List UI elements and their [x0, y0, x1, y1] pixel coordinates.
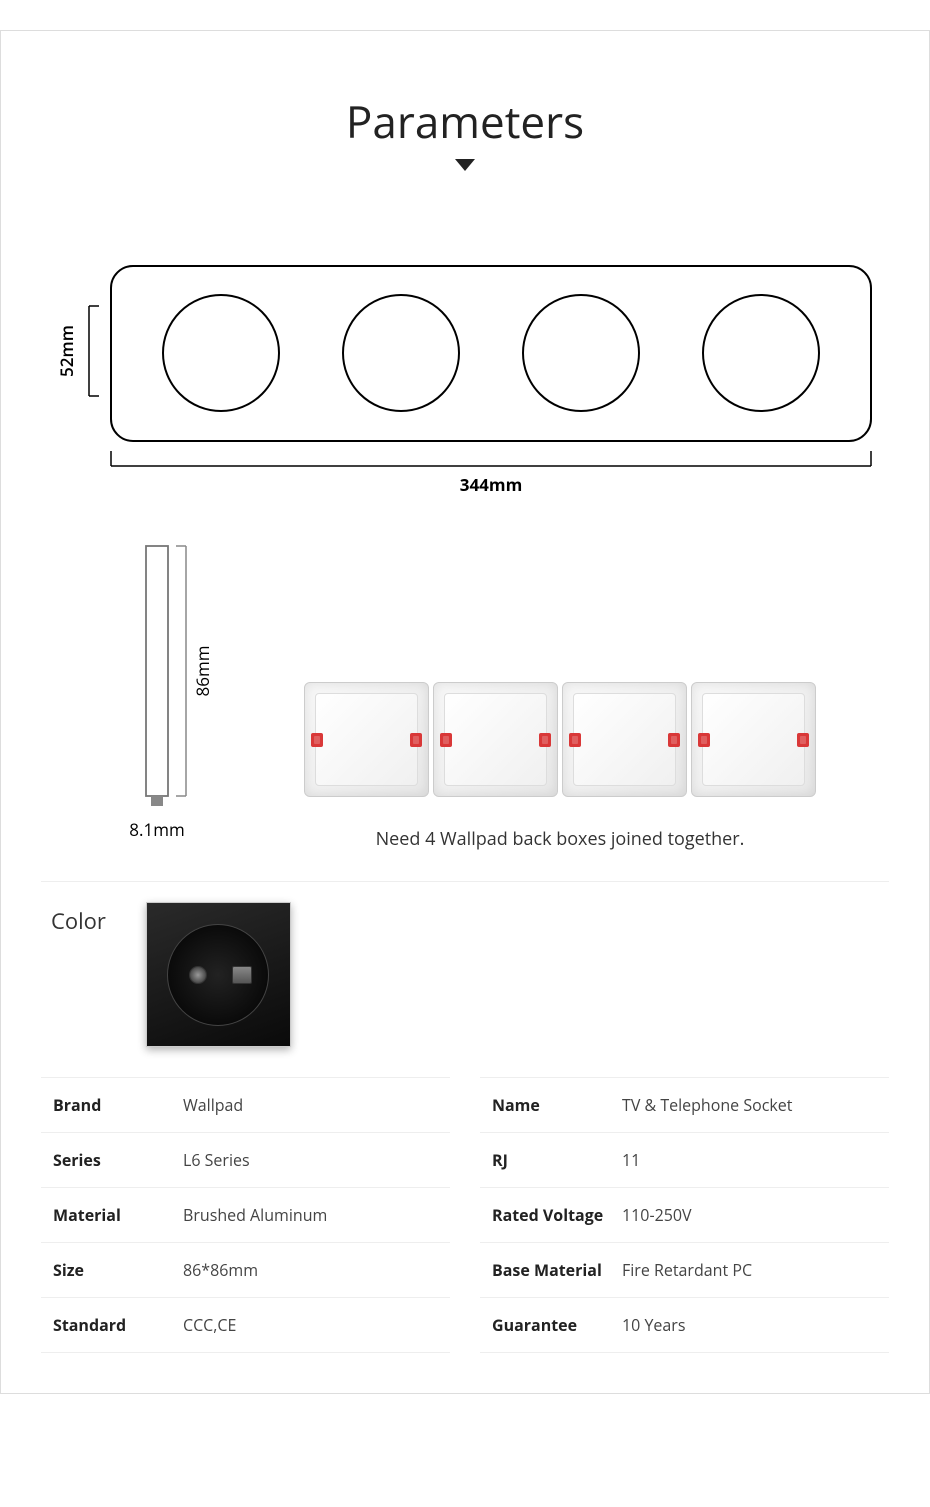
spec-key: Standard — [53, 1314, 183, 1336]
specs-left-column: BrandWallpadSeriesL6 SeriesMaterialBrush… — [41, 1077, 450, 1353]
coax-port-icon — [189, 966, 207, 984]
spec-key: Name — [492, 1094, 622, 1116]
spec-value: CCC,CE — [183, 1314, 236, 1336]
arrow-down-icon — [455, 159, 475, 171]
specs-table: BrandWallpadSeriesL6 SeriesMaterialBrush… — [1, 1077, 929, 1353]
spec-row: RJ11 — [480, 1132, 889, 1187]
spec-value: Brushed Aluminum — [183, 1204, 327, 1226]
spec-row: BrandWallpad — [41, 1077, 450, 1132]
mid-dimension-diagram: 86mm 8.1mm Need 4 Wallpad back boxes joi… — [41, 516, 889, 882]
spec-key: RJ — [492, 1149, 622, 1171]
spec-value: 11 — [622, 1149, 640, 1171]
back-box — [691, 682, 816, 797]
spec-row: NameTV & Telephone Socket — [480, 1077, 889, 1132]
dim-depth-label: 8.1mm — [129, 818, 184, 841]
spec-value: Fire Retardant PC — [622, 1259, 752, 1281]
back-boxes-area: Need 4 Wallpad back boxes joined togethe… — [281, 682, 839, 851]
side-profile: 86mm 8.1mm — [91, 536, 241, 851]
back-box — [304, 682, 429, 797]
rj-port-icon — [232, 966, 252, 984]
spec-key: Base Material — [492, 1259, 622, 1281]
spec-key: Guarantee — [492, 1314, 622, 1336]
spec-key: Brand — [53, 1094, 183, 1116]
spec-value: 110-250V — [622, 1204, 692, 1226]
top-dimension-diagram: 52mm 344mm — [1, 186, 929, 516]
back-boxes-row — [281, 682, 839, 797]
spec-key: Series — [53, 1149, 183, 1171]
color-label: Color — [51, 902, 106, 936]
spec-row: Size86*86mm — [41, 1242, 450, 1297]
spec-value: Wallpad — [183, 1094, 243, 1116]
spec-key: Rated Voltage — [492, 1204, 622, 1226]
spec-row: Guarantee10 Years — [480, 1297, 889, 1353]
back-box-note: Need 4 Wallpad back boxes joined togethe… — [281, 827, 839, 851]
spec-value: 10 Years — [622, 1314, 685, 1336]
back-box — [562, 682, 687, 797]
spec-key: Material — [53, 1204, 183, 1226]
specs-right-column: NameTV & Telephone SocketRJ11Rated Volta… — [480, 1077, 889, 1353]
dim-86mm-label: 86mm — [191, 646, 214, 697]
spec-key: Size — [53, 1259, 183, 1281]
spec-row: SeriesL6 Series — [41, 1132, 450, 1187]
spec-row: MaterialBrushed Aluminum — [41, 1187, 450, 1242]
spec-value: 86*86mm — [183, 1259, 258, 1281]
spec-row: Rated Voltage110-250V — [480, 1187, 889, 1242]
spec-value: TV & Telephone Socket — [622, 1094, 792, 1116]
dim-height-label: 52mm — [55, 325, 78, 377]
color-section: Color — [1, 882, 929, 1077]
spec-row: StandardCCC,CE — [41, 1297, 450, 1353]
title-section: Parameters — [1, 31, 929, 186]
back-box — [433, 682, 558, 797]
page-title: Parameters — [1, 91, 929, 151]
dim-width-label: 344mm — [460, 473, 523, 496]
color-swatch — [146, 902, 291, 1047]
spec-value: L6 Series — [183, 1149, 250, 1171]
spec-row: Base MaterialFire Retardant PC — [480, 1242, 889, 1297]
